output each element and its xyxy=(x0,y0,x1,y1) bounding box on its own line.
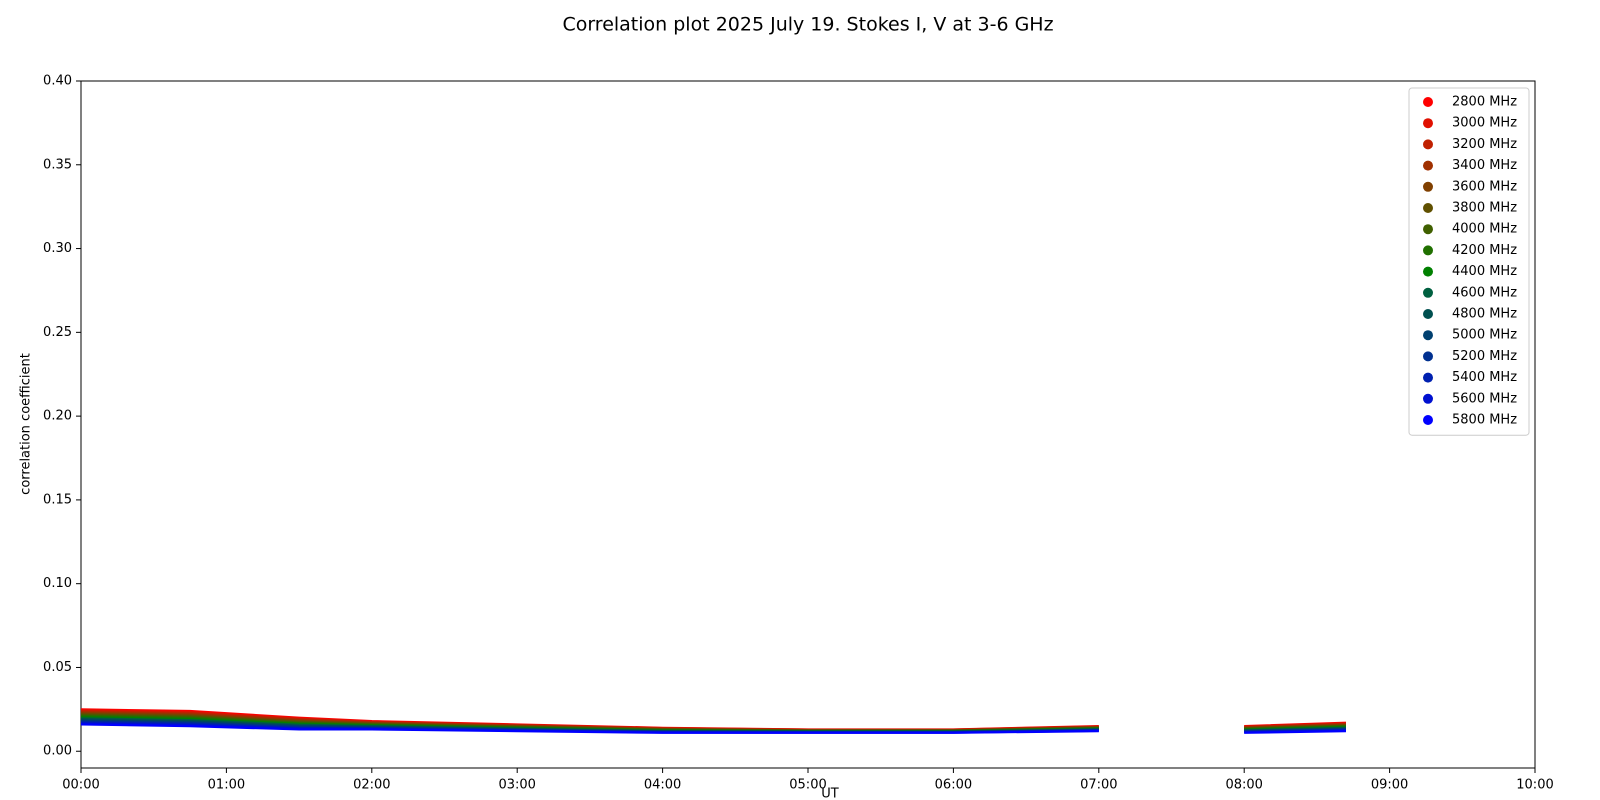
y-tick-label: 0.25 xyxy=(43,325,72,340)
y-tick-label: 0.30 xyxy=(43,241,72,256)
legend-label: 3000 MHz xyxy=(1452,116,1517,131)
legend-label: 5600 MHz xyxy=(1452,391,1517,406)
legend-marker xyxy=(1423,160,1433,171)
legend-marker xyxy=(1423,139,1433,150)
x-tick-label: 03:00 xyxy=(498,778,535,793)
legend-box xyxy=(1408,87,1530,436)
y-tick-label: 0.05 xyxy=(43,660,72,675)
legend-label: 5000 MHz xyxy=(1452,328,1517,343)
legend-marker xyxy=(1423,372,1433,383)
legend-marker xyxy=(1423,351,1433,362)
x-tick-label: 07:00 xyxy=(1080,778,1117,793)
legend-marker xyxy=(1423,224,1433,235)
chart-title: Correlation plot 2025 July 19. Stokes I,… xyxy=(562,14,1053,36)
legend-label: 4200 MHz xyxy=(1452,243,1517,258)
legend-label: 4000 MHz xyxy=(1452,222,1517,237)
legend-label: 3800 MHz xyxy=(1452,201,1517,216)
y-tick-label: 0.35 xyxy=(43,157,72,172)
x-tick-label: 04:00 xyxy=(644,778,681,793)
legend-marker xyxy=(1423,181,1433,192)
legend-label: 5200 MHz xyxy=(1452,349,1517,364)
y-tick-label: 0.00 xyxy=(43,744,72,759)
legend-marker xyxy=(1423,415,1433,425)
legend-marker xyxy=(1423,393,1433,404)
legend-label: 4600 MHz xyxy=(1452,285,1517,300)
x-axis-label: UT xyxy=(821,787,839,800)
legend-marker xyxy=(1423,245,1433,256)
legend-marker xyxy=(1423,330,1433,341)
x-tick-label: 00:00 xyxy=(62,778,99,793)
legend-label: 4800 MHz xyxy=(1452,307,1517,322)
plot-frame xyxy=(80,80,1536,769)
legend-label: 3400 MHz xyxy=(1452,158,1517,173)
legend-marker xyxy=(1423,287,1433,298)
x-tick-label: 08:00 xyxy=(1225,778,1262,793)
legend-label: 5800 MHz xyxy=(1452,413,1517,428)
x-tick-label: 05:00 xyxy=(789,778,826,793)
legend-label: 3200 MHz xyxy=(1452,137,1517,152)
legend-label: 3600 MHz xyxy=(1452,179,1517,194)
y-tick-label: 0.15 xyxy=(43,492,72,507)
series-line xyxy=(80,723,1346,734)
x-tick-label: 09:00 xyxy=(1371,778,1408,793)
x-tick-label: 01:00 xyxy=(208,778,245,793)
y-tick-label: 0.40 xyxy=(43,74,72,89)
y-tick-label: 0.20 xyxy=(43,409,72,424)
legend-label: 4400 MHz xyxy=(1452,264,1517,279)
x-tick-label: 06:00 xyxy=(935,778,972,793)
x-tick-label: 02:00 xyxy=(353,778,390,793)
legend-marker xyxy=(1423,118,1433,129)
legend-marker xyxy=(1423,97,1433,107)
y-tick-label: 0.10 xyxy=(43,576,72,591)
legend-marker xyxy=(1423,266,1433,277)
y-axis-label: correlation coefficient xyxy=(19,353,34,495)
legend-marker xyxy=(1423,203,1433,213)
legend-label: 5400 MHz xyxy=(1452,370,1517,385)
legend-label: 2800 MHz xyxy=(1452,95,1517,110)
legend-marker xyxy=(1423,309,1433,319)
x-tick-label: 10:00 xyxy=(1516,778,1553,793)
